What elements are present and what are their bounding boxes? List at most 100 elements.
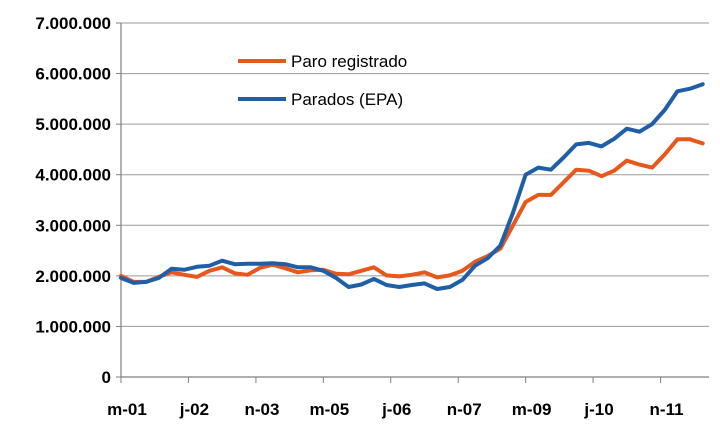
x-tick-label: m-05: [309, 400, 349, 419]
y-tick-label: 3.000.000: [35, 216, 111, 235]
data-point-paro-registrado: [688, 137, 692, 141]
data-point-paro-registrado: [612, 169, 616, 173]
data-point-paro-registrado: [258, 266, 262, 270]
data-point-parados-epa: [157, 276, 161, 280]
data-point-paro-registrado: [561, 180, 566, 184]
data-point-parados-epa: [309, 265, 313, 269]
data-point-parados-epa: [144, 280, 148, 284]
data-point-parados-epa: [422, 281, 427, 286]
y-tick-label: 7.000.000: [35, 14, 111, 33]
data-point-paro-registrado: [599, 174, 604, 178]
data-point-parados-epa: [701, 82, 705, 86]
legend: Paro registrado Parados (EPA): [238, 52, 407, 109]
y-tick-labels: 0 1.000.000 2.000.000 3.000.000 4.000.000 5.0…: [35, 14, 111, 387]
data-point-parados-epa: [321, 269, 325, 273]
gridlines: [121, 22, 709, 327]
data-point-paro-registrado: [637, 163, 642, 167]
data-point-parados-epa: [524, 173, 528, 177]
data-point-parados-epa: [119, 276, 123, 280]
data-point-paro-registrado: [347, 272, 351, 276]
data-point-parados-epa: [486, 256, 490, 260]
data-point-paro-registrado: [574, 168, 578, 172]
series-lines: [119, 82, 705, 291]
data-point-parados-epa: [688, 87, 692, 91]
x-tick-label: j-02: [179, 400, 209, 419]
data-point-parados-epa: [612, 137, 616, 141]
data-point-parados-epa: [169, 267, 174, 271]
data-point-paro-registrado: [195, 275, 199, 279]
data-point-parados-epa: [283, 262, 287, 266]
x-tick-label: m-01: [107, 400, 147, 419]
series-line-paro-registrado: [119, 137, 705, 284]
data-point-parados-epa: [549, 168, 553, 172]
data-point-paro-registrado: [587, 169, 591, 173]
data-point-paro-registrado: [524, 200, 528, 204]
data-point-parados-epa: [435, 287, 439, 291]
data-point-parados-epa: [410, 283, 414, 287]
data-point-paro-registrado: [207, 269, 212, 273]
legend-label-parados-epa: Parados (EPA): [291, 90, 403, 109]
x-tick-label: j-06: [381, 400, 411, 419]
y-tick-label: 4.000.000: [35, 166, 111, 185]
data-point-parados-epa: [271, 261, 275, 265]
data-point-parados-epa: [536, 166, 540, 170]
x-tick-label: m-09: [512, 400, 552, 419]
x-tick-label: n-03: [244, 400, 279, 419]
y-tick-label: 6.000.000: [35, 65, 111, 84]
data-point-parados-epa: [347, 285, 351, 289]
data-point-parados-epa: [625, 127, 629, 131]
data-point-parados-epa: [182, 268, 186, 272]
data-point-paro-registrado: [650, 166, 654, 170]
data-point-paro-registrado: [663, 152, 667, 157]
data-point-parados-epa: [384, 283, 389, 287]
data-point-paro-registrado: [422, 270, 427, 274]
data-point-parados-epa: [663, 108, 667, 112]
x-tick-label: n-11: [650, 400, 684, 419]
axes: [116, 22, 709, 383]
data-point-paro-registrado: [334, 272, 338, 276]
data-point-parados-epa: [359, 282, 363, 287]
data-point-paro-registrado: [296, 270, 300, 274]
data-point-paro-registrado: [473, 260, 477, 264]
data-point-paro-registrado: [359, 269, 363, 273]
data-point-parados-epa: [561, 155, 566, 160]
data-point-parados-epa: [637, 130, 642, 134]
y-tick-label: 2.000.000: [35, 267, 111, 286]
data-point-parados-epa: [650, 122, 654, 126]
data-point-parados-epa: [460, 278, 465, 282]
data-point-parados-epa: [245, 262, 250, 266]
data-point-paro-registrado: [384, 273, 389, 277]
data-point-parados-epa: [233, 262, 237, 266]
data-point-parados-epa: [574, 142, 578, 146]
series-line-parados-epa: [119, 82, 705, 291]
data-point-parados-epa: [675, 89, 679, 93]
data-point-parados-epa: [473, 264, 477, 268]
data-point-parados-epa: [258, 262, 262, 266]
x-tick-label: n-07: [447, 400, 482, 419]
data-point-paro-registrado: [675, 137, 679, 141]
y-tick-label: 0: [102, 368, 111, 387]
data-point-parados-epa: [587, 141, 591, 145]
data-point-parados-epa: [372, 277, 376, 281]
data-point-paro-registrado: [283, 266, 287, 270]
data-point-parados-epa: [397, 285, 401, 289]
data-point-parados-epa: [207, 264, 212, 268]
data-point-paro-registrado: [625, 158, 629, 163]
data-point-parados-epa: [448, 285, 452, 289]
data-point-paro-registrado: [182, 273, 186, 277]
data-point-paro-registrado: [410, 273, 414, 277]
legend-label-paro-registrado: Paro registrado: [291, 52, 407, 71]
data-point-paro-registrado: [460, 269, 465, 273]
data-point-paro-registrado: [372, 265, 376, 269]
data-point-parados-epa: [511, 211, 515, 215]
data-point-paro-registrado: [435, 275, 439, 279]
data-point-parados-epa: [220, 259, 224, 263]
x-tick-label: j-10: [583, 400, 613, 419]
data-point-parados-epa: [296, 265, 300, 269]
y-tick-label: 5.000.000: [35, 115, 111, 134]
data-point-parados-epa: [334, 276, 338, 280]
data-point-paro-registrado: [701, 141, 705, 145]
data-point-paro-registrado: [397, 274, 401, 278]
